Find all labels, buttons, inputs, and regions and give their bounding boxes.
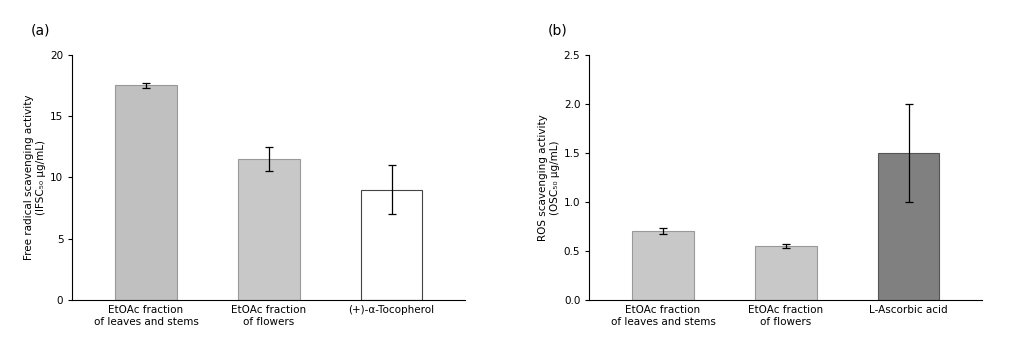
Bar [633,231,694,300]
Bar [116,85,177,300]
Text: (a): (a) [31,24,51,38]
Bar [755,246,817,300]
Bar [361,190,422,300]
Bar [878,153,939,300]
Bar [238,159,300,300]
Y-axis label: ROS scavenging activity
(OSC₅₀ μg/mL): ROS scavenging activity (OSC₅₀ μg/mL) [538,114,559,241]
Y-axis label: Free radical scavenging activity
(IFSC₅₀ μg/mL): Free radical scavenging activity (IFSC₅₀… [25,94,45,260]
Text: (b): (b) [548,24,568,38]
